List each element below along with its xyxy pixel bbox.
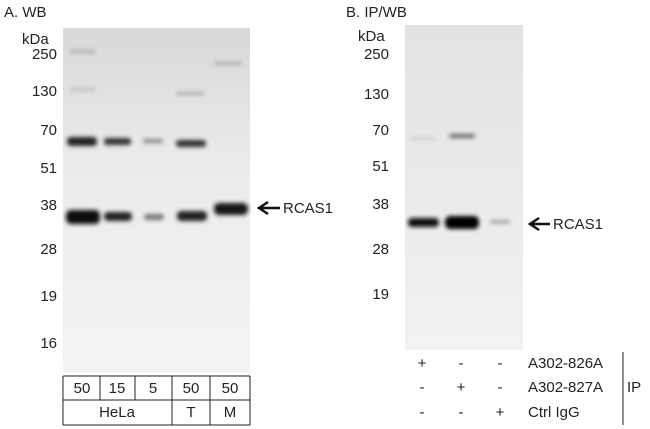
band-label: RCAS1 [283, 200, 333, 217]
group-label: IP [627, 379, 641, 396]
ip-mark: - [459, 355, 464, 372]
unit-label: kDa [22, 31, 49, 48]
marker-label: 38 [40, 197, 57, 214]
marker-label: 70 [40, 122, 57, 139]
lane-label: 50 [74, 380, 91, 397]
marker-label: 70 [372, 122, 389, 139]
ip-mark: + [418, 355, 427, 372]
ip-mark: + [496, 404, 505, 421]
marker-label: 38 [372, 196, 389, 213]
band-label: RCAS1 [553, 216, 603, 233]
marker-label: 28 [372, 241, 389, 258]
ip-mark: - [498, 355, 503, 372]
lane-label: 50 [183, 380, 200, 397]
lane-label: 15 [109, 380, 126, 397]
ip-mark: + [457, 379, 466, 396]
ip-mark: - [420, 379, 425, 396]
marker-label: 19 [40, 288, 57, 305]
marker-label: 28 [40, 241, 57, 258]
blot [405, 25, 523, 350]
row-label: A302-827A [528, 379, 603, 396]
lane-label: 50 [222, 380, 239, 397]
marker-label: 130 [32, 83, 57, 100]
group-label: M [224, 404, 237, 421]
panel-title: A. WB [4, 4, 47, 21]
bands [66, 50, 248, 224]
ip-mark: - [459, 404, 464, 421]
group-label: HeLa [99, 404, 136, 421]
panel-title: B. IP/WB [346, 4, 407, 21]
blot [63, 28, 250, 372]
unit-label: kDa [358, 28, 385, 45]
lane-table [62, 375, 251, 426]
ip-mark: - [498, 379, 503, 396]
row-label: A302-826A [528, 355, 603, 372]
arrow [256, 200, 280, 216]
marker-label: 19 [372, 286, 389, 303]
marker-label: 250 [364, 46, 389, 63]
arrow [527, 216, 550, 232]
lane-label: 5 [149, 380, 157, 397]
marker-label: 51 [372, 158, 389, 175]
marker-label: 16 [40, 335, 57, 352]
marker-label: 51 [40, 160, 57, 177]
bands [408, 134, 510, 229]
ip-mark: - [420, 404, 425, 421]
marker-label: 250 [32, 46, 57, 63]
group-label: T [186, 404, 195, 421]
row-label: Ctrl IgG [528, 404, 580, 421]
marker-label: 130 [364, 86, 389, 103]
